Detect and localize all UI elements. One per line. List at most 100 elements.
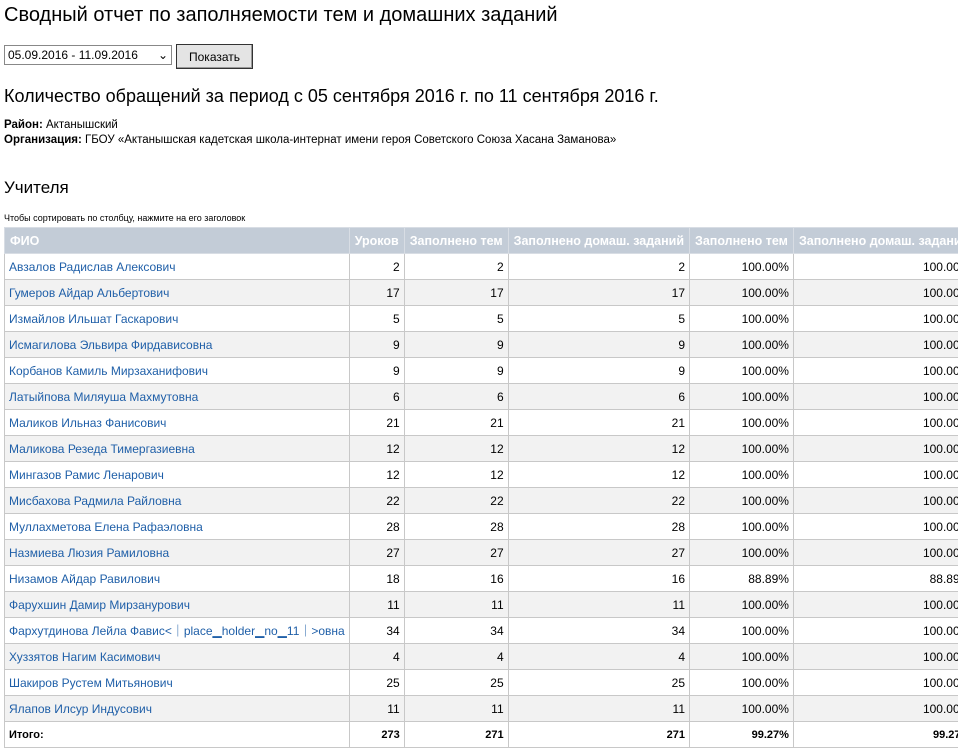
value-cell: 100.00% <box>792 383 958 410</box>
value-cell: 16 <box>403 565 509 592</box>
value-cell: 100.00% <box>689 591 794 618</box>
value-cell: 22 <box>507 487 691 514</box>
value-cell: 11 <box>507 591 691 618</box>
table-row: Латыйпова Миляуша Махмутовна 6 6 6 100.00% 10… <box>4 383 958 410</box>
value-cell: 100.00% <box>792 305 958 332</box>
teacher-link[interactable]: Шакиров Рустем Митьянович <box>9 675 173 690</box>
teacher-cell: Хуззятов Нагим Касимович <box>4 643 350 670</box>
teacher-cell: Фарухшин Дамир Мирзанурович <box>4 591 350 618</box>
value-cell: 11 <box>403 695 509 722</box>
teacher-link[interactable]: Маликов Ильназ Фанисович <box>9 415 167 430</box>
teacher-cell: Латыйпова Миляуша Махмутовна <box>4 383 350 410</box>
value-cell: 100.00% <box>792 487 958 514</box>
value-cell: 100.00% <box>689 643 794 670</box>
teacher-link[interactable]: Хуззятов Нагим Касимович <box>9 649 161 664</box>
value-cell: 12 <box>507 435 691 462</box>
value-cell: 9 <box>348 331 405 358</box>
teacher-link[interactable]: Исмагилова Эльвира Фирдависовна <box>9 337 213 352</box>
table-row: Маликов Ильназ Фанисович 21 21 21 100.00% 100… <box>4 409 958 436</box>
value-cell: 16 <box>507 565 691 592</box>
value-cell: 6 <box>348 383 405 410</box>
teacher-link[interactable]: Измайлов Ильшат Гаскарович <box>9 311 179 326</box>
table-row: Мисбахова Радмила Райловна 22 22 22 100.00% 1… <box>4 487 958 514</box>
value-cell: 100.00% <box>792 331 958 358</box>
table-row: Маликова Резеда Тимергазиевна 12 12 12 100.0… <box>4 435 958 462</box>
column-header[interactable]: Заполнено тем <box>403 227 509 254</box>
value-cell: 100.00% <box>792 669 958 696</box>
column-header[interactable]: Уроков <box>348 227 405 254</box>
teacher-link[interactable]: Мисбахова Радмила Райловна <box>9 493 182 508</box>
teacher-cell: Низамов Айдар Равилович <box>4 565 350 592</box>
value-cell: 9 <box>403 357 509 384</box>
teacher-cell: Маликова Резеда Тимергазиевна <box>4 435 350 462</box>
teacher-cell: Фархутдинова Лейла Фавис<｜place▁holder▁n… <box>4 617 350 644</box>
value-cell: 100.00% <box>792 695 958 722</box>
teacher-link[interactable]: Фархутдинова Лейла Фавис<｜place▁holder▁n… <box>9 624 345 638</box>
column-header[interactable]: Заполнено домаш. заданий <box>507 227 691 254</box>
teacher-link[interactable]: Ялапов Илсур Индусович <box>9 701 152 716</box>
value-cell: 12 <box>348 461 405 488</box>
table-row: Ялапов Илсур Индусович 11 11 11 100.00% 100.0… <box>4 695 958 722</box>
value-cell: 21 <box>403 409 509 436</box>
value-cell: 100.00% <box>689 409 794 436</box>
value-cell: 27 <box>403 539 509 566</box>
teacher-link[interactable]: Фарухшин Дамир Мирзанурович <box>9 597 190 612</box>
table-row: Шакиров Рустем Митьянович 25 25 25 100.00% 10… <box>4 669 958 696</box>
value-cell: 9 <box>507 357 691 384</box>
value-cell: 100.00% <box>689 357 794 384</box>
teacher-link[interactable]: Гумеров Айдар Альбертович <box>9 285 170 300</box>
value-cell: 2 <box>403 253 509 280</box>
table-row: Исмагилова Эльвира Фирдависовна 9 9 9 100.00… <box>4 331 958 358</box>
district-value: Актанышский <box>46 119 118 131</box>
teacher-link[interactable]: Маликова Резеда Тимергазиевна <box>9 441 195 456</box>
value-cell: 88.89% <box>792 565 958 592</box>
value-cell: 25 <box>507 669 691 696</box>
table-row: Гумеров Айдар Альбертович 17 17 17 100.00% 10… <box>4 279 958 306</box>
teacher-cell: Мисбахова Радмила Райловна <box>4 487 350 514</box>
teacher-link[interactable]: Низамов Айдар Равилович <box>9 571 161 586</box>
value-cell: 9 <box>403 331 509 358</box>
value-cell: 100.00% <box>689 669 794 696</box>
value-cell: 100.00% <box>689 617 794 644</box>
table-row: Хуззятов Нагим Касимович 4 4 4 100.00% 100.00… <box>4 643 958 670</box>
value-cell: 100.00% <box>689 539 794 566</box>
column-header[interactable]: Заполнено домаш. заданий <box>792 227 958 254</box>
value-cell: 21 <box>348 409 405 436</box>
value-cell: 100.00% <box>792 279 958 306</box>
value-cell: 100.00% <box>689 253 794 280</box>
value-cell: 21 <box>507 409 691 436</box>
teacher-link[interactable]: Мингазов Рамис Ленарович <box>9 467 164 482</box>
value-cell: 22 <box>403 487 509 514</box>
value-cell: 34 <box>507 617 691 644</box>
teacher-link[interactable]: Латыйпова Миляуша Махмутовна <box>9 389 199 404</box>
teacher-cell: Исмагилова Эльвира Фирдависовна <box>4 331 350 358</box>
teacher-link[interactable]: Авзалов Радислав Алексович <box>9 259 176 274</box>
teacher-link[interactable]: Муллахметова Елена Рафаэловна <box>9 519 203 534</box>
value-cell: 9 <box>348 357 405 384</box>
show-button[interactable]: Показать <box>176 44 254 69</box>
total-cell: 99.27% <box>792 721 958 748</box>
table-row: Авзалов Радислав Алексович 2 2 2 100.00% 100.… <box>4 253 958 280</box>
value-cell: 28 <box>348 513 405 540</box>
chevron-down-icon: ⌄ <box>157 48 168 62</box>
value-cell: 100.00% <box>792 357 958 384</box>
teachers-table: ФИО Уроков Заполнено тем Заполнено домаш. з… <box>4 227 958 748</box>
table-row: Назмиева Люзия Рамиловна 27 27 27 100.00% 100… <box>4 539 958 566</box>
column-header[interactable]: ФИО <box>4 227 350 254</box>
table-row: Корбанов Камиль Мирзаханифович 9 9 9 100.00%… <box>4 357 958 384</box>
value-cell: 100.00% <box>792 461 958 488</box>
value-cell: 12 <box>403 461 509 488</box>
period-select[interactable]: 05.09.2016 - 11.09.2016 ⌄ <box>4 45 172 65</box>
teacher-cell: Ялапов Илсур Индусович <box>4 695 350 722</box>
column-header[interactable]: Заполнено тем <box>689 227 794 254</box>
page-title: Сводный отчет по заполняемости тем и дом… <box>4 4 558 26</box>
value-cell: 22 <box>348 487 405 514</box>
value-cell: 17 <box>403 279 509 306</box>
value-cell: 11 <box>403 591 509 618</box>
value-cell: 34 <box>403 617 509 644</box>
value-cell: 25 <box>348 669 405 696</box>
teacher-link[interactable]: Назмиева Люзия Рамиловна <box>9 545 170 560</box>
value-cell: 25 <box>403 669 509 696</box>
teacher-link[interactable]: Корбанов Камиль Мирзаханифович <box>9 363 208 378</box>
